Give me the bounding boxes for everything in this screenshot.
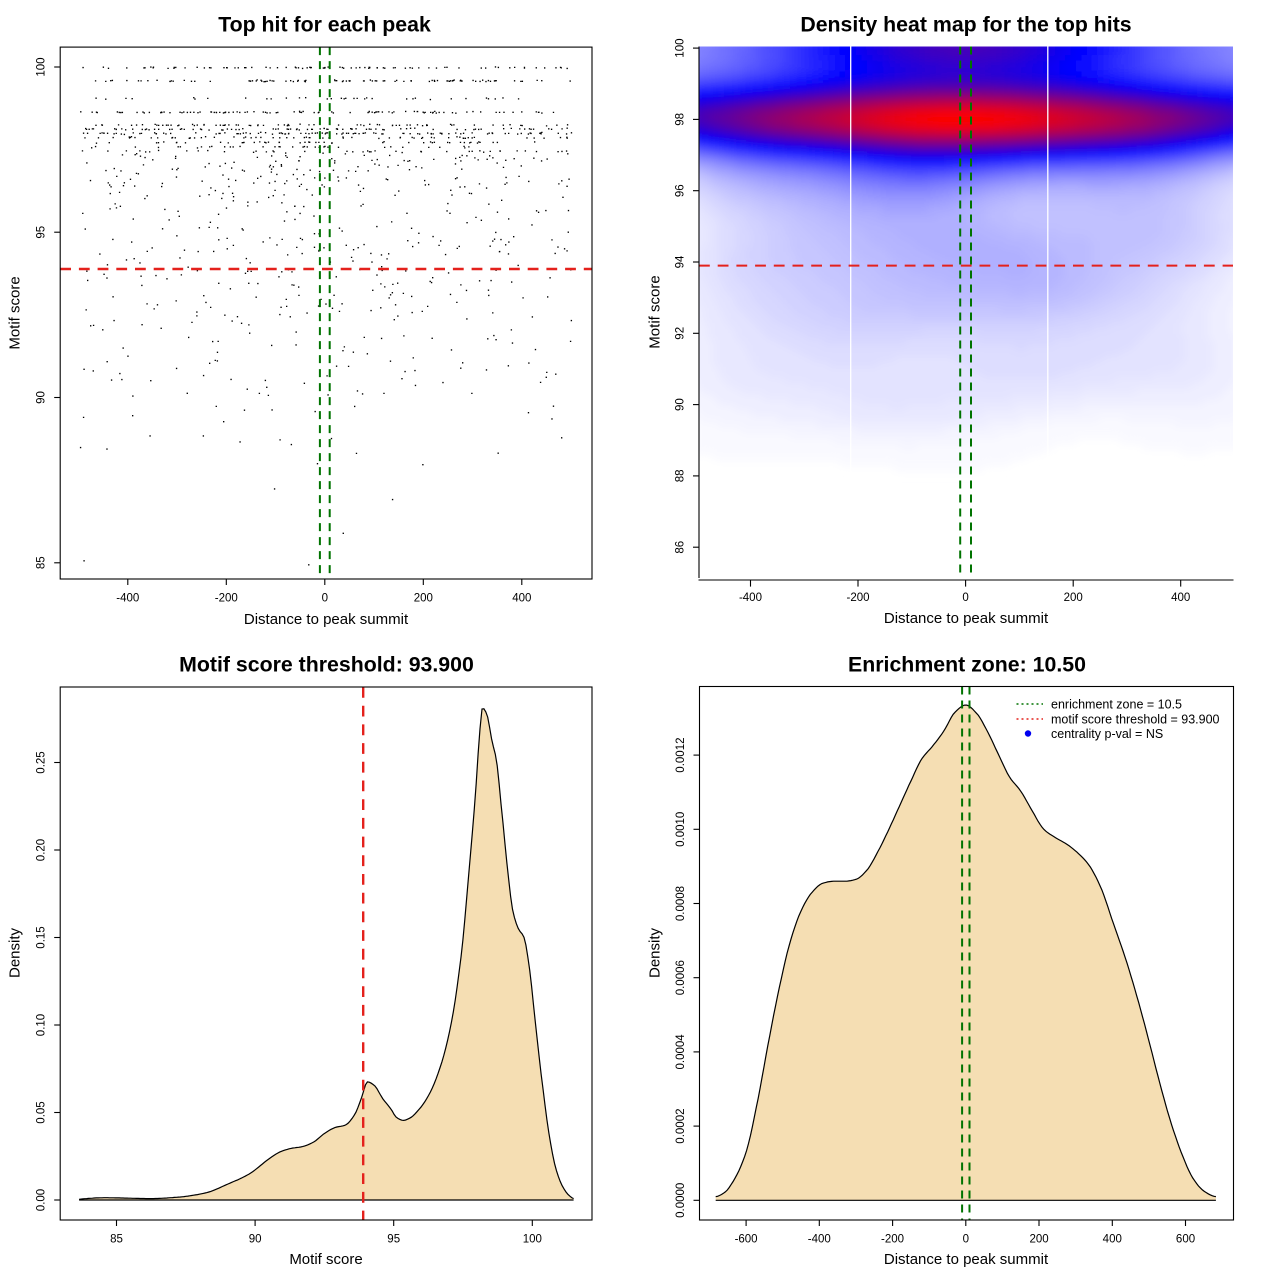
svg-text:0.20: 0.20 — [36, 839, 48, 861]
svg-text:Motif score: Motif score — [289, 1251, 362, 1268]
svg-text:0.00: 0.00 — [36, 1189, 48, 1211]
svg-text:95: 95 — [36, 226, 48, 239]
svg-text:0.0002: 0.0002 — [675, 1109, 687, 1144]
svg-text:0.25: 0.25 — [36, 751, 48, 773]
svg-text:0.10: 0.10 — [36, 1014, 48, 1036]
svg-text:-200: -200 — [215, 592, 238, 604]
svg-text:Density: Density — [7, 927, 24, 978]
svg-text:0.0008: 0.0008 — [675, 886, 687, 921]
svg-text:90: 90 — [249, 1233, 262, 1245]
svg-text:95: 95 — [387, 1233, 400, 1245]
svg-text:92: 92 — [675, 327, 687, 340]
svg-text:88: 88 — [675, 470, 687, 483]
svg-text:-400: -400 — [808, 1233, 831, 1245]
svg-text:96: 96 — [675, 184, 687, 197]
svg-text:100: 100 — [36, 57, 48, 76]
svg-text:-400: -400 — [116, 592, 139, 604]
svg-text:enrichment zone = 10.5: enrichment zone = 10.5 — [1051, 697, 1182, 711]
svg-text:Motif score: Motif score — [647, 275, 664, 348]
svg-text:90: 90 — [675, 398, 687, 411]
svg-text:0.0000: 0.0000 — [675, 1183, 687, 1218]
svg-text:Distance to peak summit: Distance to peak summit — [244, 611, 409, 628]
svg-text:90: 90 — [36, 391, 48, 404]
svg-text:98: 98 — [675, 113, 687, 126]
svg-text:0: 0 — [322, 592, 328, 604]
svg-text:86: 86 — [675, 541, 687, 554]
svg-text:-600: -600 — [735, 1233, 758, 1245]
svg-text:94: 94 — [675, 255, 687, 268]
svg-text:600: 600 — [1176, 1233, 1195, 1245]
svg-text:Distance to peak summit: Distance to peak summit — [884, 1251, 1049, 1268]
svg-text:0: 0 — [963, 1233, 969, 1245]
svg-text:0.05: 0.05 — [36, 1101, 48, 1123]
svg-text:Density heat map for the top h: Density heat map for the top hits — [800, 13, 1131, 37]
svg-text:100: 100 — [523, 1233, 542, 1245]
svg-text:0.0010: 0.0010 — [675, 812, 687, 847]
svg-text:Top hit for each peak: Top hit for each peak — [218, 13, 431, 37]
svg-text:200: 200 — [414, 592, 433, 604]
svg-text:0.0012: 0.0012 — [675, 738, 687, 773]
svg-text:0.15: 0.15 — [36, 926, 48, 948]
svg-text:Motif score: Motif score — [7, 276, 24, 349]
svg-text:Density: Density — [647, 927, 664, 978]
svg-text:400: 400 — [1103, 1233, 1122, 1245]
svg-text:-200: -200 — [847, 592, 870, 604]
svg-text:-400: -400 — [739, 592, 762, 604]
svg-text:Enrichment zone: 10.50: Enrichment zone: 10.50 — [848, 653, 1086, 677]
svg-text:motif score threshold = 93.900: motif score threshold = 93.900 — [1051, 712, 1220, 726]
svg-text:85: 85 — [110, 1233, 123, 1245]
svg-text:Distance to peak summit: Distance to peak summit — [884, 610, 1049, 627]
svg-text:400: 400 — [1171, 592, 1190, 604]
svg-text:85: 85 — [36, 556, 48, 569]
svg-text:400: 400 — [512, 592, 531, 604]
svg-text:0.0006: 0.0006 — [675, 960, 687, 995]
svg-text:0.0004: 0.0004 — [675, 1034, 687, 1070]
svg-text:200: 200 — [1064, 592, 1083, 604]
svg-text:200: 200 — [1029, 1233, 1048, 1245]
svg-text:100: 100 — [675, 39, 687, 58]
svg-text:-200: -200 — [881, 1233, 904, 1245]
svg-text:centrality p-val = NS: centrality p-val = NS — [1051, 727, 1163, 741]
svg-text:0: 0 — [962, 592, 968, 604]
svg-text:Motif score threshold: 93.900: Motif score threshold: 93.900 — [179, 653, 474, 677]
